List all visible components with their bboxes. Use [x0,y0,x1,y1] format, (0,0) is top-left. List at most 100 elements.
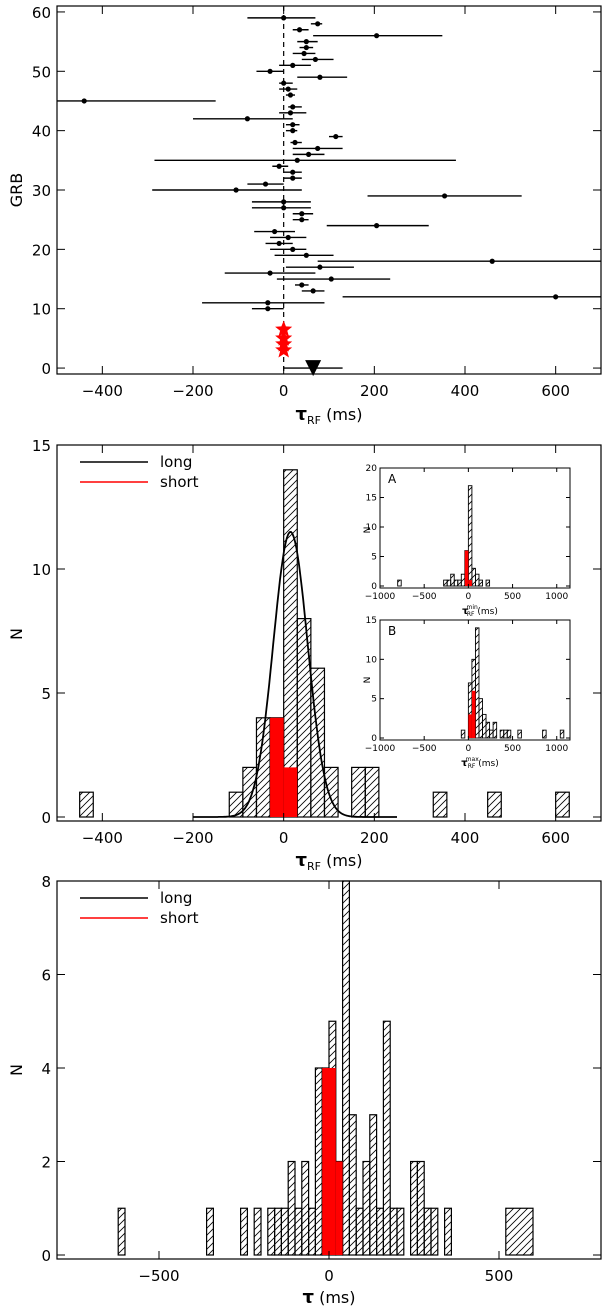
long-bar [280,1207,289,1256]
data-point [290,246,296,252]
long-bar [369,1114,378,1256]
data-point [317,264,323,270]
data-point [290,169,296,175]
short-bar [270,717,284,817]
data-point [303,44,309,51]
short-star [275,341,293,358]
short-bar [468,580,472,586]
y-tick-label: 6 [41,967,51,985]
data-point [442,193,448,199]
y-tick-label: 40 [32,123,51,141]
data-point [290,62,296,68]
long-bar [446,579,452,587]
short-bar [468,714,472,738]
long-bar [517,729,522,739]
panel-3-bars [117,880,534,1256]
x-tick-label: 500 [485,1267,514,1285]
data-point [272,228,278,235]
data-point [328,276,334,282]
x-tick-label: 0 [279,382,289,400]
data-point [276,163,282,169]
short-bar [283,767,298,817]
long-bar [351,766,366,818]
y-tick-label: 5 [371,553,377,563]
data-point [287,110,294,116]
x-tick-label: −1000 [365,744,396,754]
long-bar [308,1207,317,1256]
data-point [301,50,307,57]
data-point [262,181,269,187]
panel-1-xlabel: τRF (ms) [296,404,363,427]
inset-b-xlabel: τmax RF (ms) [461,756,498,770]
short-bar [464,550,469,586]
x-tick-label: 0 [279,829,289,847]
x-tick-label: −500 [412,744,437,754]
y-tick-label: 30 [32,182,51,200]
long-bar [471,567,476,587]
long-bar [397,579,402,587]
data-point [374,223,380,229]
data-point [315,21,321,27]
x-tick-label: 400 [451,382,480,400]
panel-2-ylabel: N [7,628,26,640]
x-tick-label: −1000 [365,592,396,602]
data-point [290,122,296,128]
long-bar [450,573,455,587]
x-tick-label: 0 [466,592,472,602]
long-bar [274,1207,283,1256]
data-point [285,234,291,241]
long-bar [467,485,473,587]
panel-2-xlabel: τRF (ms) [296,850,363,873]
long-bar [478,579,483,587]
x-tick-label: 1000 [545,592,568,602]
long-bar [499,729,505,739]
panel-1-ticks: −400 −200 0 200 400 600 0 10 20 30 40 50 60 [32,4,601,400]
long-bar [460,573,466,587]
panel-1-scatter: −400 −200 0 200 400 600 0 10 20 30 40 50 60 GRB τRF … [7,4,602,427]
long-bar [430,1207,439,1256]
y-tick-label: 0 [371,734,377,744]
data-point [374,33,380,39]
y-tick-label: 50 [32,63,51,81]
inset-a: −1000 −500 0 500 1000 0 5 10 15 20 A N τmin RF (ms… [363,464,571,618]
data-point [310,288,316,294]
panel-3-ylabel: N [7,1064,26,1076]
inset-a-ticks: −1000 −500 0 500 1000 0 5 10 15 20 [365,464,570,602]
long-bar [444,1207,453,1256]
y-tick-label: 0 [371,582,377,592]
long-bar [267,1207,276,1256]
data-point [281,199,287,205]
long-bar [389,1207,398,1256]
data-point [303,39,309,45]
x-tick-label: 1000 [545,744,568,754]
long-bar [117,1207,126,1256]
data-point [294,157,300,163]
panel-1-ylabel: GRB [7,173,26,208]
x-tick-label: 600 [541,829,570,847]
inset-b-bars [460,627,565,739]
data-point [296,27,303,33]
panel-3-legend: long short [80,889,199,927]
panel-3-histogram: −500 0 500 0 2 4 6 8 N τ (ms) long short [7,873,602,1308]
long-bar [323,766,339,818]
legend-long-label: long [160,889,192,907]
long-bar [294,1207,303,1256]
data-point [233,187,239,193]
long-bar [376,1207,385,1256]
x-tick-label: −500 [412,592,437,602]
data-point [299,217,305,223]
data-point [265,306,271,312]
long-bar [364,766,380,818]
long-bar [503,729,508,739]
data-point [299,211,305,217]
y-tick-label: 2 [41,1154,51,1172]
long-bar [443,579,448,587]
data-point [303,252,309,258]
short-star [275,320,293,337]
data-point [276,240,282,247]
inset-a-label: A [388,472,397,486]
data-point [317,74,323,80]
y-tick-label: 10 [32,561,51,579]
